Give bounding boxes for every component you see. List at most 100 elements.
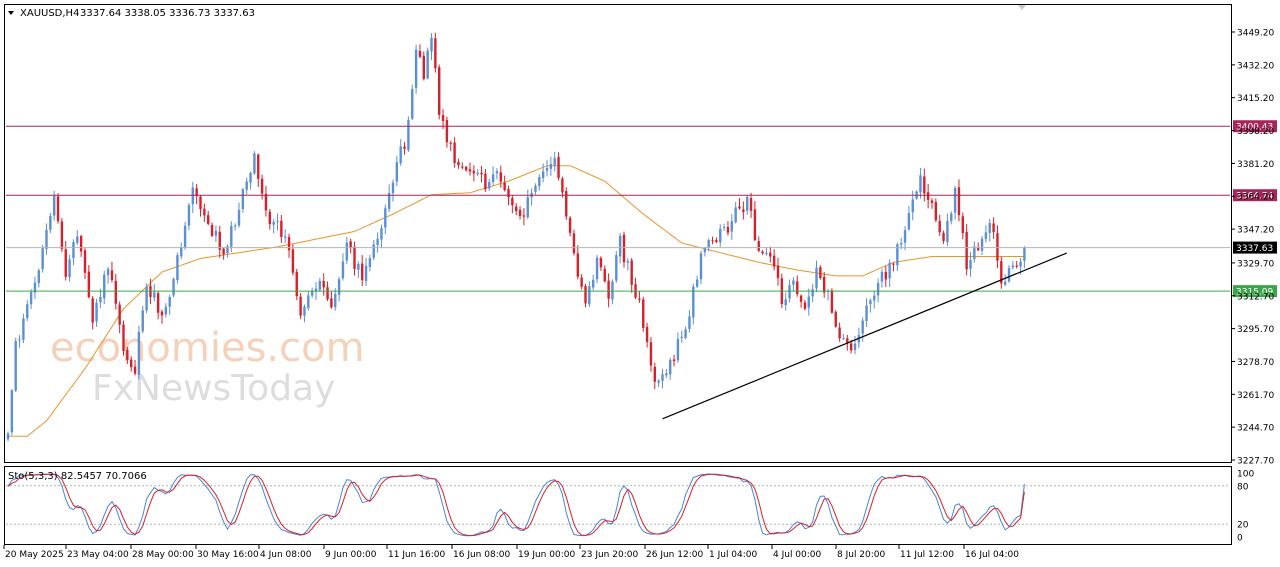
candle-body: [541, 171, 545, 179]
candle-body: [984, 232, 988, 239]
candle-body: [268, 211, 271, 225]
candle-body: [746, 196, 749, 211]
candle-body: [988, 223, 991, 233]
support-price-label: 3315.09: [1236, 288, 1273, 298]
candle-body: [853, 343, 857, 350]
candle-body: [742, 209, 745, 212]
candle-body: [711, 240, 714, 242]
time-tick-label: 20 May 2025: [5, 550, 64, 560]
candle-body: [237, 210, 241, 226]
candle-body: [553, 158, 556, 166]
candle-body: [441, 115, 445, 122]
candle-body: [257, 154, 260, 179]
candle-body: [461, 166, 464, 168]
candle-body: [657, 380, 660, 383]
candle-body: [464, 166, 468, 171]
candle-body: [110, 270, 114, 280]
candle-body: [518, 209, 522, 216]
time-tick-label: 9 Jun 00:00: [325, 550, 377, 560]
candle-body: [376, 238, 379, 245]
candle-body: [403, 146, 406, 149]
price-tick-label: 3261.70: [1237, 391, 1274, 401]
candle-body: [133, 366, 137, 374]
candle-body: [299, 296, 302, 316]
time-tick-label: 11 Jun 16:00: [388, 550, 445, 560]
candle-body: [91, 298, 94, 323]
stochastic-panel[interactable]: [4, 466, 1232, 545]
candle-body: [218, 231, 221, 250]
candle-body: [457, 161, 460, 166]
candle-body: [122, 324, 125, 351]
scroll-marker-icon[interactable]: [1018, 5, 1026, 10]
candles-layer: [6, 32, 1026, 442]
candle-body: [823, 276, 826, 293]
candle-body: [834, 311, 837, 327]
time-tick-label: 19 Jun 00:00: [518, 550, 575, 560]
candle-body: [272, 221, 275, 225]
candle-body: [965, 231, 968, 270]
candle-body: [661, 374, 664, 381]
candle-body: [99, 296, 102, 303]
candle-body: [29, 292, 33, 305]
candle-body: [387, 193, 391, 209]
candle-body: [576, 253, 579, 277]
candle-body: [14, 340, 17, 391]
candle-body: [734, 207, 737, 223]
dropdown-triangle-icon[interactable]: [8, 11, 14, 15]
candle-body: [168, 296, 171, 307]
candle-body: [334, 293, 337, 308]
candle-body: [876, 282, 880, 296]
time-tick-label: 16 Jun 08:00: [453, 550, 510, 560]
time-tick-label: 16 Jul 04:00: [965, 550, 1019, 560]
candle-body: [769, 252, 772, 257]
candle-body: [207, 215, 210, 224]
candle-body: [919, 175, 922, 193]
last-price-tag: [1233, 241, 1277, 254]
price-tick-label: 3295.70: [1237, 325, 1274, 335]
candle-body: [45, 229, 48, 249]
candle-body: [799, 295, 803, 302]
candle-body: [615, 255, 618, 281]
candle-body: [1019, 261, 1022, 267]
candle-body: [1015, 265, 1018, 267]
price-axis: 3449.20 3432.20 3415.20 3398.20 3381.20 3364.…: [1231, 29, 1274, 467]
candle-body: [176, 255, 179, 280]
price-panel[interactable]: [4, 4, 1232, 463]
price-tick-label: 3398.20: [1237, 127, 1274, 137]
candle-body: [792, 280, 795, 285]
candle-body: [495, 171, 499, 174]
candle-body: [76, 236, 79, 243]
time-tick-label: 30 May 16:00: [197, 550, 259, 560]
candle-body: [888, 262, 891, 279]
candle-body: [126, 349, 129, 361]
price-tick-label: 3449.20: [1237, 29, 1274, 39]
candle-body: [195, 188, 198, 197]
candle-body: [210, 224, 214, 236]
candle-body: [796, 281, 799, 295]
candle-body: [684, 329, 687, 338]
candle-body: [584, 286, 587, 304]
candle-body: [326, 287, 329, 300]
price-tick-label: 3381.20: [1237, 160, 1274, 170]
stochastic-tick-label: 80: [1237, 482, 1249, 492]
candle-body: [230, 225, 233, 247]
support-price-tag: [1233, 285, 1277, 298]
candle-body: [688, 316, 691, 329]
candle-body: [203, 208, 206, 216]
stochastic-signal-line: [7, 473, 1025, 537]
candle-body: [426, 50, 429, 79]
candle-body: [453, 142, 456, 163]
candle-body: [480, 172, 483, 175]
candle-body: [68, 259, 71, 278]
candle-body: [942, 232, 945, 242]
candle-body: [445, 120, 449, 143]
candle-body: [503, 182, 506, 191]
candle-body: [118, 304, 121, 325]
resistance-price-label: 3400.43: [1236, 123, 1273, 133]
candle-body: [896, 244, 899, 266]
price-tick-label: 3364.20: [1237, 193, 1274, 203]
candle-body: [199, 196, 202, 210]
candle-body: [911, 199, 914, 213]
candle-body: [880, 271, 884, 282]
